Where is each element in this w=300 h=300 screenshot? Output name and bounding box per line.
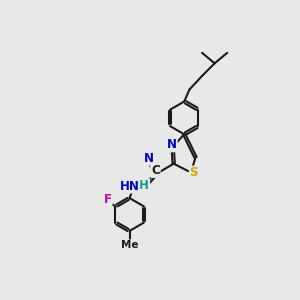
Text: HN: HN	[120, 180, 140, 193]
Text: S: S	[190, 167, 198, 179]
Text: C: C	[151, 164, 160, 177]
Text: Me: Me	[121, 240, 138, 250]
Text: N: N	[143, 152, 154, 165]
Text: H: H	[140, 179, 149, 192]
Text: F: F	[104, 193, 112, 206]
Text: N: N	[167, 139, 177, 152]
